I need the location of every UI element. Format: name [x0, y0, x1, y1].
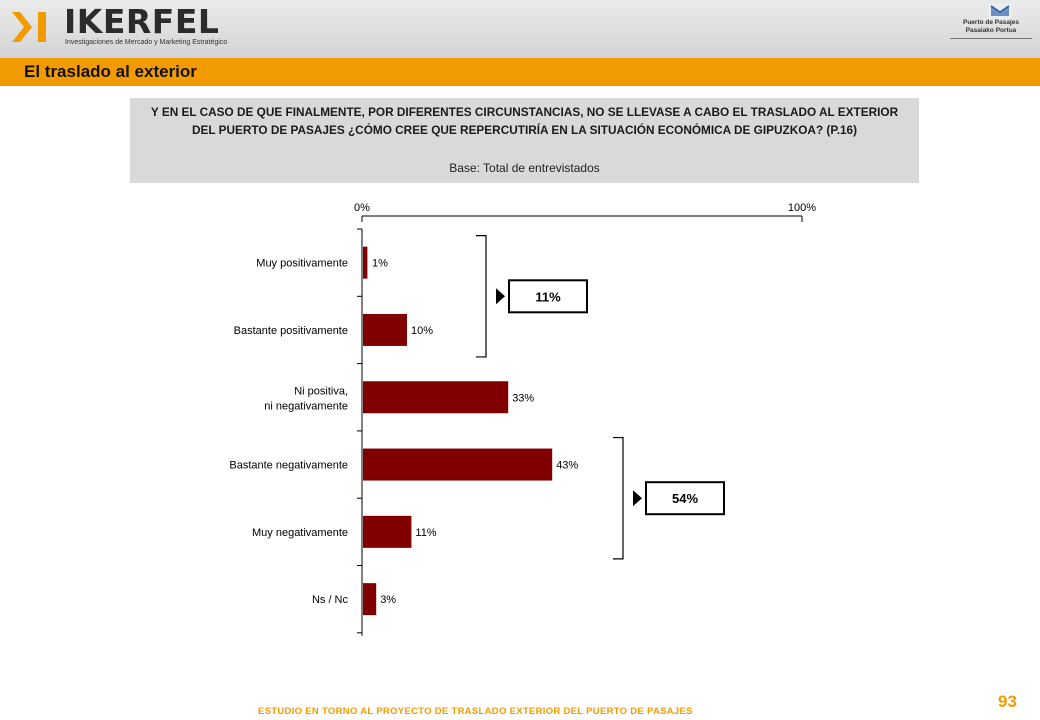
port-logo: Puerto de Pasajes Pasaiako Portua — [946, 0, 1036, 56]
page-title: El traslado al exterior — [24, 62, 197, 81]
port-logo-rule — [950, 38, 1032, 39]
value-tick-label: 0% — [354, 202, 370, 214]
port-logo-name: Puerto de Pasajes Pasaiako Portua — [946, 19, 1036, 34]
category-label: Ns / Nc — [312, 594, 349, 606]
question-text-part1: Y EN EL CASO DE QUE FINALMENTE, POR DIFE… — [150, 105, 587, 119]
bar-chart: 0% 100% 1% Muy positivamente 10% Bastante pos… — [200, 196, 840, 646]
bar — [363, 313, 407, 346]
bar — [363, 246, 368, 279]
group-bracket — [613, 436, 624, 560]
ikerfel-logo-icon — [12, 12, 46, 42]
group-total-label: 11% — [535, 289, 561, 304]
bar-value-label: 43% — [556, 460, 578, 472]
footer-study-title: ESTUDIO EN TORNO AL PROYECTO DE TRASLADO… — [258, 706, 693, 717]
bar — [363, 583, 377, 616]
bar — [363, 381, 509, 414]
base-text: Base: Total de entrevistados — [449, 161, 600, 175]
bar — [363, 448, 553, 481]
page-number: 93 — [998, 692, 1017, 711]
logo-name: IKERFEL — [64, 2, 220, 41]
question-box: Y EN EL CASO DE QUE FINALMENTE, POR DIFE… — [130, 98, 919, 183]
port-logo-line1: Puerto de Pasajes — [963, 19, 1019, 26]
port-wave-icon — [988, 3, 1012, 19]
category-label: Muy positivamente — [256, 258, 348, 270]
value-tick-label: 100% — [788, 202, 816, 214]
group-arrow-icon — [633, 490, 642, 507]
bar-value-label: 11% — [415, 527, 436, 539]
group-total-box — [508, 279, 588, 314]
logo-tagline: Investigaciones de Mercado y Marketing E… — [65, 39, 228, 46]
bar — [363, 515, 412, 548]
group-arrow-icon — [496, 288, 505, 305]
question-text-emphasis: NO SE LLEVASE A CABO EL TRASLADO AL EXTE… — [191, 105, 899, 137]
category-label: Muy negativamente — [252, 527, 348, 539]
bar-value-label: 33% — [512, 392, 534, 404]
group-total-label: 54% — [672, 491, 698, 506]
header: IKERFEL Investigaciones de Mercado y Mar… — [0, 0, 1040, 58]
chart-svg: 0% 100% 1% Muy positivamente 10% Bastante pos… — [229, 202, 816, 636]
title-bar: El traslado al exterior — [0, 58, 1040, 86]
question-text: Y EN EL CASO DE QUE FINALMENTE, POR DIFE… — [138, 103, 911, 139]
port-logo-line2: Pasaiako Portua — [965, 26, 1017, 34]
bar-value-label: 1% — [372, 258, 388, 270]
category-label: Ni positiva, ni negativamente — [264, 385, 348, 412]
bar-value-label: 10% — [411, 325, 433, 337]
category-label: Bastante positivamente — [234, 325, 348, 337]
category-label: Bastante negativamente — [229, 460, 348, 472]
group-bracket — [476, 235, 487, 358]
bar-value-label: 3% — [380, 594, 396, 606]
question-text-part2: EN LA SITUACIÓN ECONÓMICA DE GIPUZKOA? (… — [548, 123, 858, 137]
group-total-box — [645, 481, 725, 516]
